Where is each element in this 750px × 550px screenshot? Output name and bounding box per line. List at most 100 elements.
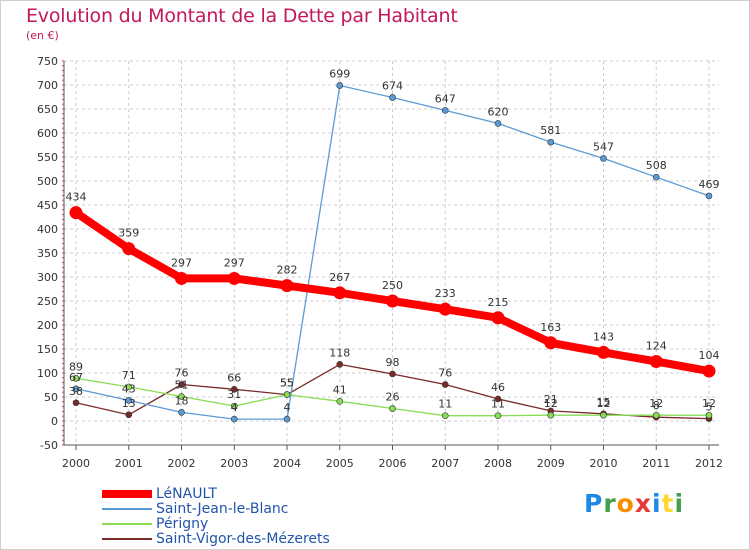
- y-tick-label: 550: [37, 151, 58, 164]
- legend-item: Périgny: [102, 516, 208, 532]
- legend-item: LéNAULT: [102, 486, 217, 502]
- data-point: [652, 411, 660, 419]
- chart-title: Evolution du Montant de la Dette par Hab…: [26, 5, 458, 27]
- data-label: 547: [593, 140, 614, 153]
- data-point: [283, 391, 291, 398]
- logo-letter: o: [616, 489, 635, 518]
- unit-label: (en €): [26, 29, 59, 42]
- legend-swatch: [102, 490, 152, 498]
- data-point: [441, 412, 449, 420]
- data-point: [125, 383, 133, 391]
- data-label: 46: [491, 381, 505, 394]
- data-label: 118: [329, 346, 350, 359]
- data-label: 434: [66, 191, 87, 204]
- data-label: 297: [224, 256, 245, 269]
- data-label: 647: [435, 92, 456, 105]
- data-point: [544, 336, 558, 350]
- legend-swatch: [102, 538, 152, 540]
- data-label: 38: [69, 385, 83, 398]
- data-point: [649, 354, 663, 368]
- data-label: 5: [706, 401, 713, 414]
- data-point: [178, 393, 185, 400]
- data-label: 267: [329, 271, 350, 284]
- y-tick-label: 700: [37, 79, 58, 92]
- y-tick-label: 350: [37, 247, 58, 260]
- logo-letter: i: [674, 489, 685, 518]
- data-label: 8: [653, 399, 660, 412]
- data-point: [122, 242, 136, 256]
- data-label: 55: [280, 377, 294, 390]
- logo-letter: P: [584, 489, 604, 518]
- x-tick-label: 2010: [590, 457, 618, 470]
- legend-item: Saint-Jean-le-Blanc: [102, 501, 289, 517]
- data-label: 18: [175, 394, 189, 407]
- data-point: [494, 395, 502, 403]
- data-point: [230, 386, 238, 393]
- data-label: 12: [597, 397, 611, 410]
- data-label: 26: [386, 391, 400, 404]
- y-tick-label: 400: [37, 223, 58, 236]
- data-label: 89: [69, 360, 83, 373]
- y-tick-label: 200: [37, 319, 58, 332]
- data-point: [438, 302, 452, 316]
- data-point: [178, 409, 185, 416]
- legend-label: Saint-Jean-le-Blanc: [156, 501, 289, 517]
- data-point: [389, 370, 396, 378]
- data-point: [72, 374, 80, 382]
- x-tick-label: 2003: [220, 457, 248, 470]
- logo-letter: i: [652, 489, 662, 518]
- data-point: [125, 411, 133, 419]
- logo-letter: t: [661, 489, 675, 518]
- data-point: [72, 385, 80, 393]
- data-label: 124: [646, 339, 667, 352]
- data-label: 12: [649, 397, 663, 410]
- data-label: 297: [171, 256, 192, 269]
- y-tick-label: 50: [44, 391, 58, 404]
- data-label: 11: [438, 398, 452, 411]
- data-point: [125, 397, 133, 404]
- data-point: [652, 173, 660, 181]
- data-label: 15: [597, 396, 611, 409]
- data-point: [441, 107, 449, 114]
- x-tick-label: 2007: [431, 457, 459, 470]
- data-label: 620: [488, 105, 509, 118]
- y-tick-label: 150: [37, 343, 58, 356]
- data-label: 76: [175, 367, 189, 380]
- data-label: 12: [544, 397, 558, 410]
- x-tick-label: 2009: [537, 457, 565, 470]
- data-label: 21: [544, 393, 558, 406]
- data-label: 55: [280, 377, 294, 390]
- x-tick-label: 2001: [115, 457, 143, 470]
- data-point: [178, 381, 185, 388]
- data-point: [547, 138, 555, 146]
- y-tick-label: 650: [37, 103, 58, 116]
- legend-label: LéNAULT: [156, 486, 217, 502]
- data-point: [230, 415, 238, 423]
- proxiti-logo: Proxiti: [584, 489, 684, 518]
- data-label: 71: [122, 369, 136, 382]
- data-label: 66: [227, 371, 241, 384]
- data-label: 469: [699, 178, 720, 191]
- data-point: [280, 279, 294, 293]
- data-label: 143: [593, 330, 614, 343]
- data-label: 674: [382, 79, 403, 92]
- y-tick-label: 250: [37, 295, 58, 308]
- data-point: [491, 311, 505, 325]
- legend-swatch: [102, 523, 152, 525]
- data-point: [69, 206, 83, 220]
- data-label: 508: [646, 159, 667, 172]
- y-tick-label: 500: [37, 175, 58, 188]
- data-point: [600, 155, 607, 162]
- data-label: 76: [438, 367, 452, 380]
- data-label: 98: [386, 356, 400, 369]
- data-point: [230, 402, 238, 410]
- data-label: 104: [699, 349, 720, 362]
- x-tick-label: 2000: [62, 457, 90, 470]
- x-tick-label: 2005: [326, 457, 354, 470]
- data-point: [336, 361, 344, 368]
- data-label: 4: [284, 401, 291, 414]
- x-tick-label: 2011: [642, 457, 670, 470]
- data-label: 11: [491, 398, 505, 411]
